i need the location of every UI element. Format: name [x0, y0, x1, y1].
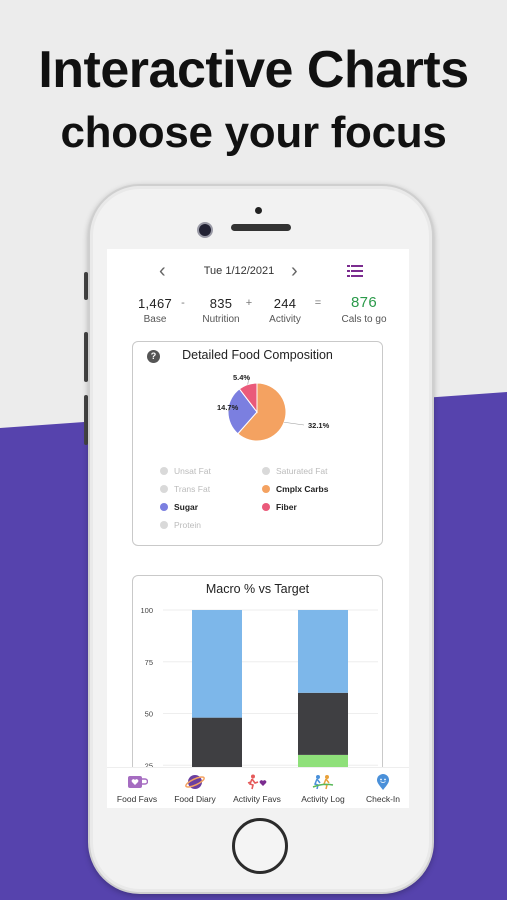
- legend-label: Cmplx Carbs: [276, 484, 329, 494]
- current-date[interactable]: Tue 1/12/2021: [203, 265, 275, 277]
- previous-day-icon[interactable]: ‹: [159, 260, 166, 282]
- legend-item[interactable]: Fiber: [262, 502, 297, 512]
- pie-slice-fiber[interactable]: [238, 382, 258, 414]
- phone-camera: [197, 222, 213, 238]
- base-calories: 1,467: [137, 296, 173, 311]
- legend-item[interactable]: Protein: [160, 520, 201, 530]
- phone-volume-up: [84, 332, 88, 382]
- tab-check-in-label: Check-In: [365, 794, 400, 804]
- legend-label: Saturated Fat: [276, 466, 328, 476]
- tab-activity-log-label: Activity Log: [301, 794, 345, 804]
- date-navigation: ‹ Tue 1/12/2021 ›: [107, 261, 409, 281]
- home-button[interactable]: [232, 818, 288, 874]
- calories-remaining-label: Cals to go: [341, 314, 387, 325]
- activity-calories: 244: [273, 296, 297, 311]
- legend-item[interactable]: Cmplx Carbs: [262, 484, 328, 494]
- bar-segment[interactable]: [298, 610, 348, 693]
- y-tick-label: 100: [140, 606, 153, 615]
- pie-slice-cmplx-carbs[interactable]: [237, 382, 287, 442]
- next-day-icon[interactable]: ›: [291, 260, 298, 282]
- runners-icon: [312, 775, 334, 790]
- y-tick-label: 75: [145, 658, 153, 667]
- tab-activity-log[interactable]: Activity Log: [293, 774, 353, 804]
- food-composition-card: ? Detailed Food Composition 32.1% 14.7% 5.…: [132, 341, 383, 546]
- legend-dot-icon: [160, 521, 168, 529]
- coffee-heart-icon: [128, 776, 148, 788]
- food-composition-title: Detailed Food Composition: [182, 348, 333, 362]
- macro-chart-title: Macro % vs Target: [205, 582, 310, 596]
- legend-label: Protein: [174, 520, 201, 530]
- equals-sign: =: [314, 297, 322, 309]
- tab-check-in[interactable]: Check-In: [353, 774, 409, 804]
- bar-segment[interactable]: [298, 692, 348, 755]
- pie-label-leader: [247, 376, 250, 385]
- tab-activity-favs[interactable]: Activity Favs: [227, 774, 287, 804]
- pie-data-label: 14.7%: [217, 403, 239, 412]
- list-view-icon[interactable]: [347, 265, 363, 277]
- phone-volume-down: [84, 395, 88, 445]
- bar-segment[interactable]: [192, 610, 242, 718]
- macro-bar-chart[interactable]: 100 75 50 25: [133, 602, 382, 808]
- pie-label-leader: [227, 406, 234, 412]
- legend-item[interactable]: Sugar: [160, 502, 198, 512]
- legend-dot-icon: [262, 467, 270, 475]
- legend-dot-icon: [262, 503, 270, 511]
- pie-label-leader: [284, 421, 305, 426]
- legend-label: Unsat Fat: [174, 466, 211, 476]
- planet-icon: [185, 775, 205, 789]
- legend-item[interactable]: Saturated Fat: [262, 466, 328, 476]
- nutrition-calories: 835: [209, 296, 233, 311]
- tab-food-diary[interactable]: Food Diary: [165, 774, 225, 804]
- app-screen: ‹ Tue 1/12/2021 › 1,467 Base - 835 Nutri…: [107, 249, 409, 808]
- help-icon[interactable]: ?: [147, 350, 160, 363]
- activity-label: Activity: [269, 314, 301, 325]
- runner-heart-icon: [247, 774, 267, 790]
- phone-sensor: [255, 207, 262, 214]
- phone-speaker: [231, 224, 291, 231]
- location-pin-icon: [377, 774, 389, 790]
- base-label: Base: [143, 314, 167, 325]
- tab-food-diary-label: Food Diary: [174, 794, 216, 804]
- legend-label: Fiber: [276, 502, 297, 512]
- legend-dot-icon: [160, 467, 168, 475]
- legend-item[interactable]: Trans Fat: [160, 484, 210, 494]
- legend-label: Trans Fat: [174, 484, 211, 494]
- headline-title: Interactive Charts: [38, 41, 469, 99]
- plus-sign: +: [245, 297, 253, 309]
- minus-sign: -: [181, 297, 185, 309]
- legend-dot-icon: [160, 485, 168, 493]
- legend-item[interactable]: Unsat Fat: [160, 466, 211, 476]
- pie-data-label: 5.4%: [233, 373, 250, 382]
- tab-activity-favs-label: Activity Favs: [233, 794, 281, 804]
- tab-food-favs-label: Food Favs: [116, 794, 158, 804]
- legend-dot-icon: [262, 485, 270, 493]
- pie-data-label: 32.1%: [308, 421, 330, 430]
- calories-remaining: 876: [351, 294, 377, 311]
- headline-subtitle: choose your focus: [60, 108, 447, 157]
- y-tick-label: 25: [145, 761, 153, 770]
- food-composition-pie[interactable]: 32.1% 14.7% 5.4%: [133, 366, 382, 466]
- tab-food-favs[interactable]: Food Favs: [107, 774, 167, 804]
- bottom-tab-bar: Food Favs Food Diary Activity Favs: [107, 767, 409, 808]
- y-tick-label: 50: [145, 710, 153, 719]
- legend-label: Sugar: [174, 502, 199, 512]
- legend-dot-icon: [160, 503, 168, 511]
- phone-mute-switch: [84, 272, 88, 300]
- nutrition-label: Nutrition: [202, 314, 240, 325]
